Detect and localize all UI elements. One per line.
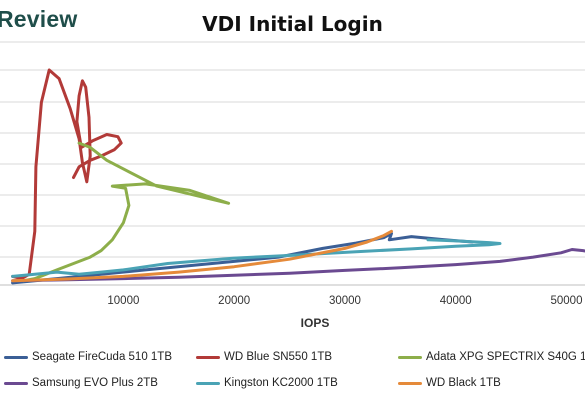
series-line-3 <box>11 248 585 283</box>
series-line-0 <box>11 231 474 285</box>
legend-item: WD Blue SN550 1TB <box>196 351 332 363</box>
legend-label: Adata XPG SPECTRIX S40G 1TB <box>426 351 585 363</box>
legend-swatch <box>4 381 28 385</box>
legend-swatch <box>398 381 422 385</box>
legend-label: Samsung EVO Plus 2TB <box>32 377 158 389</box>
legend-item: Adata XPG SPECTRIX S40G 1TB <box>398 351 585 363</box>
x-tick-label: 20000 <box>218 295 250 307</box>
legend-label: Kingston KC2000 1TB <box>224 377 338 389</box>
legend-label: Seagate FireCuda 510 1TB <box>32 351 173 363</box>
x-tick-label: 10000 <box>107 295 139 307</box>
brand-wordmark: Review <box>0 6 78 32</box>
series-line-1 <box>11 68 123 281</box>
series-line-2 <box>22 141 231 283</box>
legend-swatch <box>196 355 220 359</box>
chart-title: VDI Initial Login <box>202 12 383 36</box>
legend-swatch <box>4 355 28 359</box>
x-tick-label: 40000 <box>440 295 472 307</box>
x-tick-label: 30000 <box>329 295 361 307</box>
legend-label: WD Black 1TB <box>426 377 501 389</box>
legend-item: Kingston KC2000 1TB <box>196 377 338 389</box>
x-axis-label: IOPS <box>301 316 330 330</box>
legend-item: WD Black 1TB <box>398 377 501 389</box>
series-line-4 <box>11 238 502 278</box>
legend-label: WD Blue SN550 1TB <box>224 351 333 363</box>
legend-item: Samsung EVO Plus 2TB <box>4 377 158 389</box>
legend-swatch <box>398 355 422 359</box>
chart-legend: Seagate FireCuda 510 1TB WD Blue SN550 1T… <box>0 344 585 401</box>
legend-item: Seagate FireCuda 510 1TB <box>4 351 172 363</box>
series-line-5 <box>11 229 393 283</box>
x-tick-label: 50000 <box>551 295 583 307</box>
legend-swatch <box>196 381 220 385</box>
